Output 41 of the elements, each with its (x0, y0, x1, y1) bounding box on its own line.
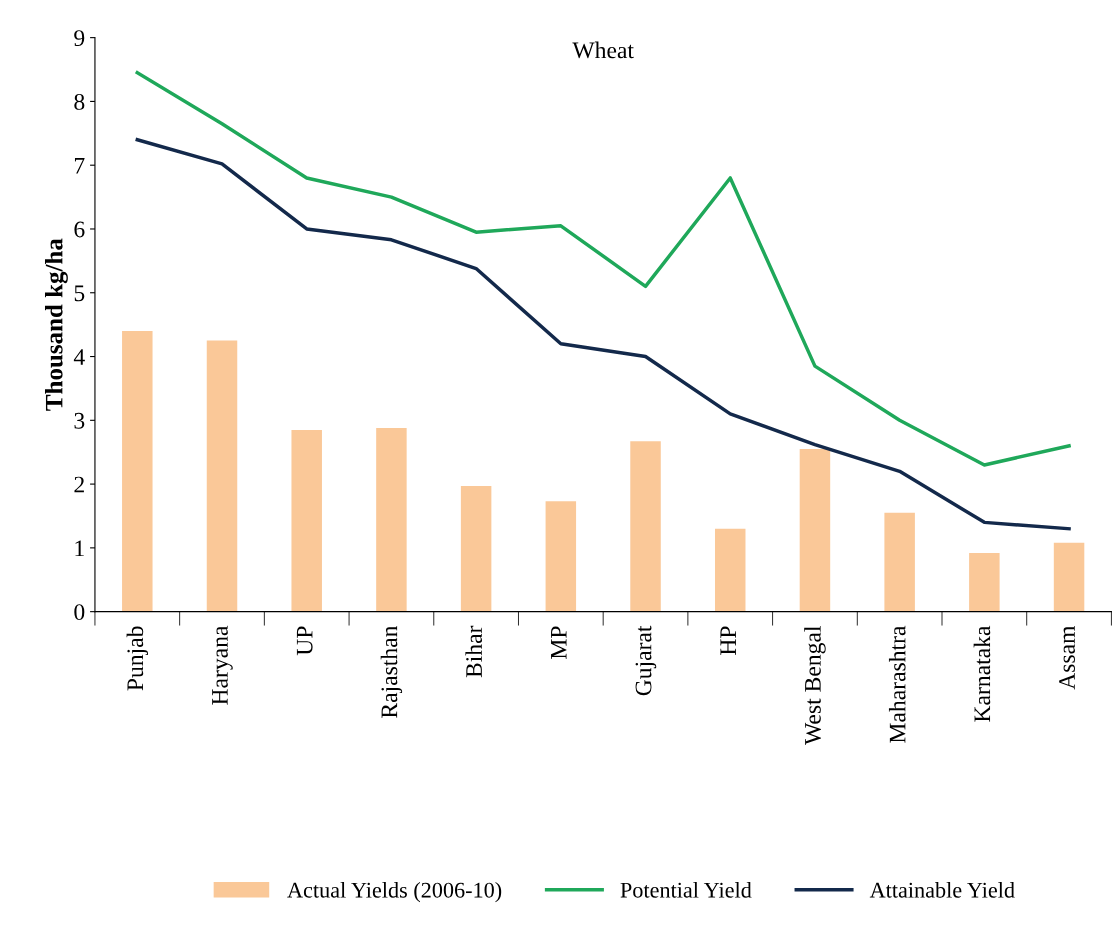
y-tick-label: 4 (73, 349, 85, 365)
x-tick-label: Bihar (465, 625, 483, 678)
line-series (135, 137, 1071, 531)
legend-label: Actual Yields (2006-10) (287, 882, 502, 903)
y-tick-label: 1 (75, 540, 84, 557)
x-tick-label: HP (720, 626, 736, 656)
bar (714, 528, 746, 612)
y-axis-title: Thousand kg/ha (44, 238, 68, 411)
x-tick-label: Assam (1059, 625, 1075, 690)
bar (545, 501, 577, 612)
line-series (135, 70, 1071, 467)
x-tick-label: West Bengal (804, 626, 826, 745)
bar (376, 427, 407, 612)
x-tick-label: Gujarat (635, 625, 657, 696)
y-tick-label: 3 (74, 412, 85, 429)
x-tick-label: MP (551, 626, 567, 659)
bar (206, 340, 238, 612)
x-tick-label: Karnataka (973, 625, 991, 722)
bar (969, 552, 1000, 612)
bar (630, 441, 661, 612)
x-tick-label: UP (296, 626, 313, 656)
x-tick-label: Maharashtra (888, 625, 906, 743)
y-tick-label: 8 (74, 93, 85, 110)
bar (122, 331, 153, 612)
y-tick-label: 9 (74, 30, 85, 47)
x-tick-label: Haryana (212, 625, 233, 705)
x-tick-label: Rajasthan (380, 625, 403, 718)
y-tick-label: 5 (74, 285, 85, 302)
y-tick-label: 0 (74, 604, 85, 621)
chart-title: Wheat (572, 41, 634, 59)
bar (1053, 542, 1085, 612)
y-tick-label: 2 (74, 476, 84, 493)
legend-label: Potential Yield (620, 882, 752, 898)
bar (884, 512, 915, 612)
bar (291, 429, 322, 612)
legend-label: Attainable Yield (869, 882, 1015, 898)
bar (460, 486, 492, 612)
x-tick-label: Punjab (126, 626, 148, 691)
bar (799, 449, 831, 612)
y-tick-label: 6 (74, 221, 85, 238)
y-tick-label: 7 (74, 157, 85, 174)
